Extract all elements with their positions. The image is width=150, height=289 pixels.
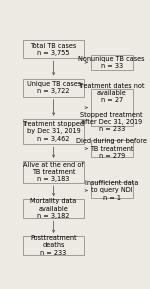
Text: Unique TB cases
n = 3,722: Unique TB cases n = 3,722 — [27, 81, 81, 94]
Text: Nonunique TB cases
n = 33: Nonunique TB cases n = 33 — [78, 56, 145, 69]
Text: Treatment dates not
available
n = 27

Stopped treatment
after Dec 31, 2019
n = 2: Treatment dates not available n = 27 Sto… — [78, 83, 145, 132]
FancyBboxPatch shape — [91, 55, 133, 70]
FancyBboxPatch shape — [91, 140, 133, 157]
FancyBboxPatch shape — [23, 161, 84, 183]
Text: Treatment stopped
by Dec 31, 2019
n = 3,462: Treatment stopped by Dec 31, 2019 n = 3,… — [22, 121, 85, 142]
Text: Posttreatment
deaths
n = 233: Posttreatment deaths n = 233 — [30, 235, 77, 256]
Text: Mortality data
available
n = 3,182: Mortality data available n = 3,182 — [30, 199, 77, 219]
Text: Total TB cases
n = 3,755: Total TB cases n = 3,755 — [30, 42, 77, 56]
FancyBboxPatch shape — [23, 199, 84, 218]
FancyBboxPatch shape — [91, 182, 133, 199]
Text: Insufficient data
to query NDI
n = 1: Insufficient data to query NDI n = 1 — [85, 180, 138, 201]
Text: Died during or before
TB treatment
n = 279: Died during or before TB treatment n = 2… — [76, 138, 147, 159]
Text: Alive at the end of
TB treatment
n = 3,183: Alive at the end of TB treatment n = 3,1… — [23, 162, 84, 182]
FancyBboxPatch shape — [23, 119, 84, 144]
FancyBboxPatch shape — [23, 236, 84, 255]
FancyBboxPatch shape — [91, 89, 133, 126]
FancyBboxPatch shape — [23, 79, 84, 97]
FancyBboxPatch shape — [23, 40, 84, 58]
